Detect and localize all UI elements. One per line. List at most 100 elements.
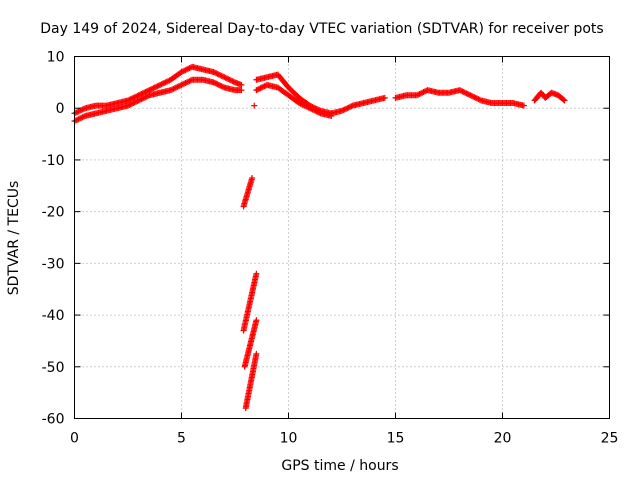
data-point (75, 116, 82, 123)
data-point (178, 81, 185, 88)
data-point (146, 87, 153, 94)
data-point (127, 96, 134, 103)
data-point (298, 101, 305, 108)
data-point (215, 71, 222, 78)
y-tick-label: 10 (47, 50, 65, 66)
data-point (238, 87, 245, 94)
data-point (154, 83, 161, 90)
data-point (210, 69, 217, 76)
data-point (304, 103, 311, 110)
data-point (226, 76, 233, 83)
data-point (133, 98, 140, 105)
data-point (258, 84, 265, 91)
y-tick-label: -20 (42, 205, 65, 221)
data-point (177, 82, 184, 89)
data-point (561, 97, 568, 104)
data-point (134, 92, 141, 99)
data-point (249, 175, 256, 182)
data-point (463, 90, 470, 97)
data-point (468, 92, 475, 99)
data-point (381, 94, 388, 101)
data-point (79, 106, 86, 113)
data-point (170, 85, 177, 92)
series-afternoon-b (253, 81, 335, 119)
data-point (296, 100, 303, 107)
data-point (143, 88, 150, 95)
data-point (560, 96, 567, 103)
data-point (183, 79, 190, 86)
data-point (459, 88, 466, 95)
data-point (213, 70, 220, 77)
data-point (150, 85, 157, 92)
series-drop-2 (240, 270, 260, 334)
data-point (344, 105, 351, 112)
data-point (340, 107, 347, 114)
data-point (181, 67, 188, 74)
data-point (253, 317, 260, 324)
data-point (520, 102, 527, 109)
data-point (347, 103, 354, 110)
data-point (238, 81, 245, 88)
data-point (213, 80, 220, 87)
series-isolated (251, 102, 258, 109)
data-point (221, 74, 228, 81)
y-tick-label: -30 (42, 256, 65, 272)
data-point (129, 100, 136, 107)
data-point (417, 90, 424, 97)
data-point (261, 83, 268, 90)
x-tick-label: 15 (387, 431, 405, 447)
x-tick-label: 10 (280, 431, 298, 447)
data-point (143, 93, 150, 100)
data-point (74, 116, 81, 123)
data-point (251, 102, 258, 109)
data-point (135, 92, 142, 99)
data-point (138, 90, 145, 97)
data-point (297, 100, 304, 107)
data-point (133, 93, 140, 100)
data-point (254, 86, 261, 93)
y-tick-label: -50 (42, 360, 65, 376)
data-point (462, 89, 469, 96)
axis-ticks: 0 5 10 15 20 25 10 0 -10 -20 -30 -40 -50 -60 (42, 50, 619, 447)
data-point (131, 99, 138, 106)
data-point (155, 82, 162, 89)
series-drop-4 (242, 350, 260, 412)
data-point (147, 86, 154, 93)
data-point (253, 350, 260, 357)
data-point (75, 108, 82, 115)
data-point (134, 98, 141, 105)
data-point (149, 85, 156, 92)
y-tick-label: -60 (42, 412, 65, 428)
x-tick-label: 25 (601, 431, 619, 447)
data-point (187, 77, 194, 84)
data-point (169, 86, 176, 93)
data-point (475, 96, 482, 103)
data-point (131, 94, 138, 101)
data-point (141, 94, 148, 101)
data-point (78, 114, 85, 121)
x-tick-label: 20 (494, 431, 512, 447)
data-point (314, 109, 321, 116)
data-point (217, 72, 224, 79)
data-point (151, 84, 158, 91)
data-point (173, 84, 180, 91)
y-tick-label: -10 (42, 153, 65, 169)
data-point (456, 87, 463, 94)
data-point (175, 83, 182, 90)
data-point (214, 70, 221, 77)
data-point (306, 105, 313, 112)
series-evening (392, 87, 527, 109)
data-point (339, 107, 345, 114)
grid-lines (74, 56, 610, 419)
data-point (416, 90, 423, 97)
data-point (125, 102, 131, 109)
y-axis-label: SDTVAR / TECUs (6, 181, 22, 296)
data-point (214, 81, 221, 88)
data-point (174, 83, 181, 90)
data-point (179, 81, 186, 88)
data-point (138, 96, 145, 103)
data-point (419, 89, 426, 96)
data-point (341, 106, 348, 113)
data-point (420, 89, 427, 96)
data-point (137, 96, 144, 103)
